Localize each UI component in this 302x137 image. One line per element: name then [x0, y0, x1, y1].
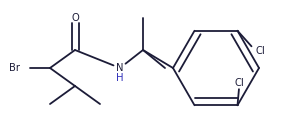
Text: O: O	[71, 13, 79, 23]
Text: N: N	[116, 63, 124, 73]
Text: H: H	[116, 73, 124, 83]
Text: Cl: Cl	[235, 78, 244, 88]
Text: Cl: Cl	[255, 46, 265, 56]
Text: Br: Br	[9, 63, 20, 73]
